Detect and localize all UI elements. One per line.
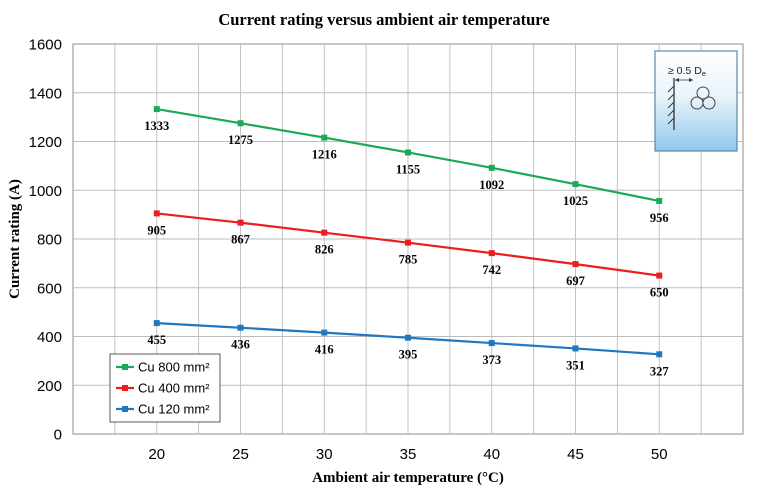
data-label: 1333 bbox=[144, 119, 169, 133]
legend-swatch-marker bbox=[122, 406, 128, 412]
y-tick-label: 800 bbox=[37, 232, 62, 249]
legend-label: Cu 120 mm² bbox=[138, 402, 210, 417]
x-tick-label: 45 bbox=[567, 446, 584, 463]
x-tick-label: 50 bbox=[651, 446, 668, 463]
data-label: 1216 bbox=[312, 148, 337, 162]
x-tick-label: 20 bbox=[148, 446, 165, 463]
data-label: 826 bbox=[315, 243, 334, 257]
y-tick-label: 1400 bbox=[29, 85, 62, 102]
data-point bbox=[321, 329, 328, 336]
gridlines bbox=[73, 44, 743, 434]
y-axis-label: Current rating (A) bbox=[7, 179, 23, 299]
data-point bbox=[656, 197, 663, 204]
data-label: 436 bbox=[231, 338, 250, 352]
data-label: 455 bbox=[147, 333, 166, 347]
series-1 bbox=[153, 106, 663, 204]
y-tick-label: 1000 bbox=[29, 183, 62, 200]
inset-frame bbox=[654, 50, 738, 152]
data-point bbox=[321, 134, 328, 141]
x-tick-label: 25 bbox=[232, 446, 249, 463]
x-tick-label: 40 bbox=[483, 446, 500, 463]
y-tick-label: 1200 bbox=[29, 134, 62, 151]
legend-swatch-marker bbox=[122, 385, 128, 391]
data-point bbox=[488, 250, 495, 257]
data-label: 416 bbox=[315, 343, 334, 357]
data-point bbox=[488, 164, 495, 171]
data-point bbox=[153, 106, 160, 113]
legend-entry: Cu 800 mm² bbox=[116, 360, 210, 375]
chart-title: Current rating versus ambient air temper… bbox=[218, 10, 549, 29]
data-label: 1275 bbox=[228, 133, 253, 147]
data-point bbox=[572, 261, 579, 268]
legend-label: Cu 800 mm² bbox=[138, 360, 210, 375]
x-tick-labels: 20 25 30 35 40 45 50 bbox=[148, 446, 667, 463]
data-label: 905 bbox=[147, 223, 166, 237]
x-tick-label: 30 bbox=[316, 446, 333, 463]
data-point bbox=[572, 345, 579, 352]
cable-trefoil-spacing-icon bbox=[667, 78, 716, 130]
data-point bbox=[237, 324, 244, 331]
data-label: 697 bbox=[566, 274, 585, 288]
data-label: 373 bbox=[482, 353, 501, 367]
data-point bbox=[656, 272, 663, 279]
data-point bbox=[656, 351, 663, 358]
data-labels: 1333 1275 1216 1155 1092 1025 956 905 867 826 785 7… bbox=[144, 119, 668, 378]
data-label: 785 bbox=[399, 253, 418, 267]
data-label: 351 bbox=[566, 358, 585, 372]
y-tick-label: 400 bbox=[37, 329, 62, 346]
data-point bbox=[153, 320, 160, 327]
x-axis-label: Ambient air temperature (°C) bbox=[312, 470, 504, 486]
data-label: 1092 bbox=[479, 178, 504, 192]
data-point bbox=[405, 334, 411, 341]
data-point bbox=[153, 210, 160, 217]
cable-spacing-inset: ≥ 0.5 De bbox=[654, 50, 738, 152]
inset-label-text: ≥ 0.5 D bbox=[668, 65, 702, 77]
legend-label: Cu 400 mm² bbox=[138, 381, 210, 396]
data-point bbox=[321, 229, 328, 236]
data-point bbox=[405, 239, 411, 246]
legend-swatch-marker bbox=[122, 364, 128, 370]
series-layer bbox=[153, 106, 663, 358]
inset-label: ≥ 0.5 De bbox=[668, 65, 706, 78]
legend: Cu 800 mm² Cu 400 mm² Cu 120 mm² bbox=[109, 353, 221, 423]
y-tick-label: 200 bbox=[37, 378, 62, 395]
series-2 bbox=[153, 210, 663, 279]
data-label: 650 bbox=[650, 286, 669, 300]
y-tick-label: 0 bbox=[54, 427, 62, 444]
y-tick-labels: 0 200 400 600 800 1000 1200 1400 1600 bbox=[29, 37, 62, 444]
data-point bbox=[237, 219, 244, 226]
series-3 bbox=[153, 320, 663, 358]
data-label: 956 bbox=[650, 211, 669, 225]
legend-entry: Cu 120 mm² bbox=[116, 402, 210, 417]
y-tick-label: 600 bbox=[37, 280, 62, 297]
legend-entry: Cu 400 mm² bbox=[116, 381, 210, 396]
inset-label-subscript: e bbox=[702, 69, 706, 78]
data-label: 1025 bbox=[563, 194, 588, 208]
data-point bbox=[405, 149, 411, 156]
x-tick-label: 35 bbox=[400, 446, 417, 463]
data-point bbox=[572, 181, 579, 188]
data-point bbox=[488, 340, 495, 347]
data-point bbox=[237, 120, 244, 127]
data-label: 867 bbox=[231, 233, 250, 247]
data-label: 1155 bbox=[396, 162, 420, 176]
data-label: 742 bbox=[482, 263, 501, 277]
data-label: 395 bbox=[399, 348, 418, 362]
data-label: 327 bbox=[650, 364, 669, 378]
y-tick-label: 1600 bbox=[29, 37, 62, 54]
